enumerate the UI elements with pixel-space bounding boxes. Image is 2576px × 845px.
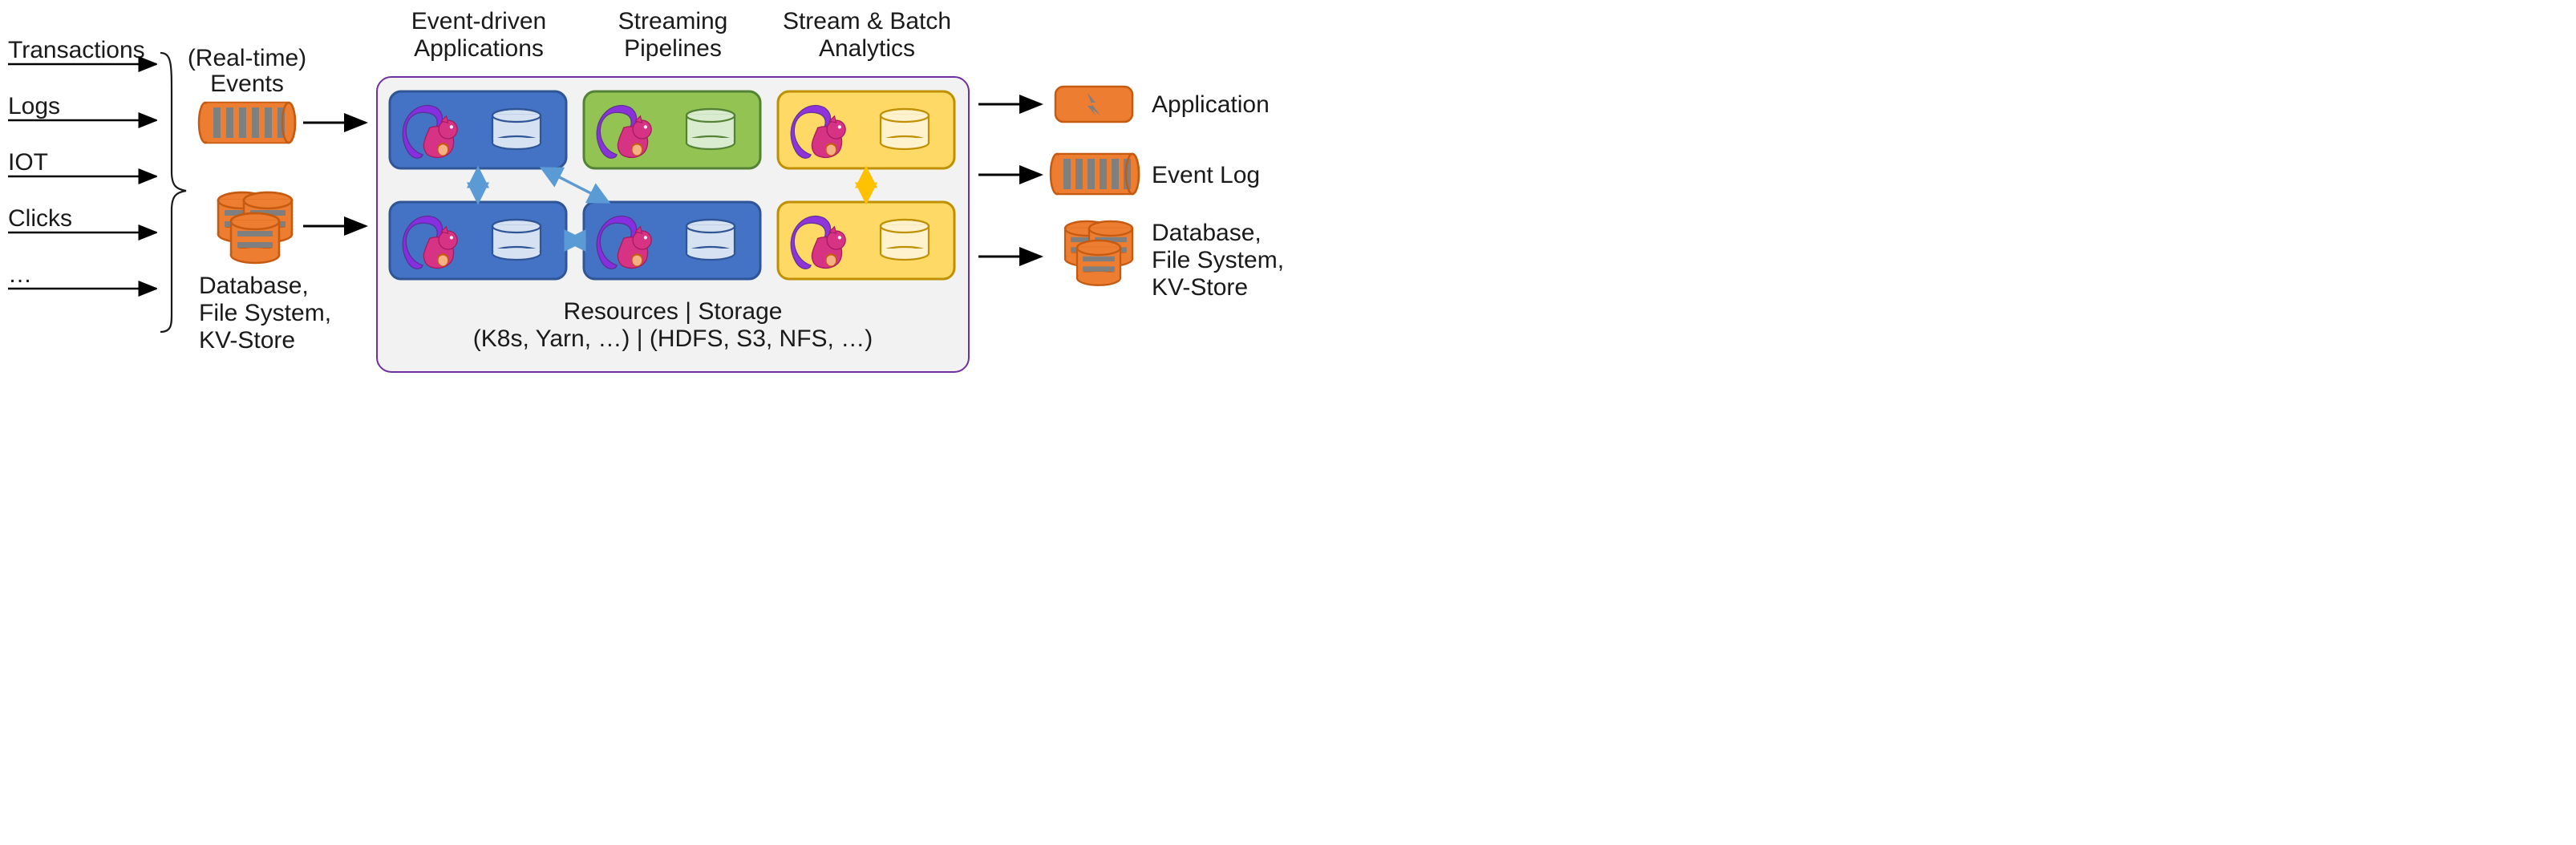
events-label-line2: Events xyxy=(210,71,284,97)
col1-header-2: Applications xyxy=(414,35,544,62)
eventlog-output-icon xyxy=(1051,154,1139,194)
col3-header-1: Stream & Batch xyxy=(783,8,951,34)
output-label-db-1: Database, xyxy=(1152,220,1262,246)
state-cylinder-icon xyxy=(881,220,929,260)
input-label: IOT xyxy=(8,149,48,176)
panel-footer-1: Resources | Storage xyxy=(564,298,783,325)
database-source-icon xyxy=(218,192,292,263)
output-label-application: Application xyxy=(1152,91,1270,118)
processing-box xyxy=(778,91,954,168)
db-source-label-1: Database, xyxy=(199,273,309,299)
application-output-icon xyxy=(1055,87,1132,122)
architecture-diagram: Transactions Logs IOT Clicks … (Real-time) E… xyxy=(0,0,1288,422)
state-cylinder-icon xyxy=(687,109,735,149)
processing-box xyxy=(390,202,566,279)
processing-box xyxy=(390,91,566,168)
col2-header-1: Streaming xyxy=(618,8,728,34)
state-cylinder-icon xyxy=(881,109,929,149)
inputs-column: Transactions Logs IOT Clicks … xyxy=(8,37,156,289)
col3-header-2: Analytics xyxy=(819,35,915,62)
input-label: … xyxy=(8,261,32,288)
processing-box xyxy=(584,202,760,279)
state-cylinder-icon xyxy=(492,109,541,149)
event-log-source-icon xyxy=(199,103,295,143)
col2-header-2: Pipelines xyxy=(624,35,722,62)
processing-box xyxy=(584,91,760,168)
output-label-db-2: File System, xyxy=(1152,247,1284,273)
input-label: Transactions xyxy=(8,37,145,63)
col1-header-1: Event-driven xyxy=(411,8,546,34)
output-label-db-3: KV-Store xyxy=(1152,274,1248,301)
panel-footer-2: (K8s, Yarn, …) | (HDFS, S3, NFS, …) xyxy=(473,325,873,352)
state-cylinder-icon xyxy=(687,220,735,260)
processing-box xyxy=(778,202,954,279)
input-label: Clicks xyxy=(8,205,72,232)
db-source-label-2: File System, xyxy=(199,300,331,326)
state-cylinder-icon xyxy=(492,220,541,260)
events-label-line1: (Real-time) xyxy=(188,45,306,71)
database-output-icon xyxy=(1065,221,1132,285)
input-label: Logs xyxy=(8,93,60,119)
output-label-eventlog: Event Log xyxy=(1152,162,1260,188)
db-source-label-3: KV-Store xyxy=(199,327,295,354)
